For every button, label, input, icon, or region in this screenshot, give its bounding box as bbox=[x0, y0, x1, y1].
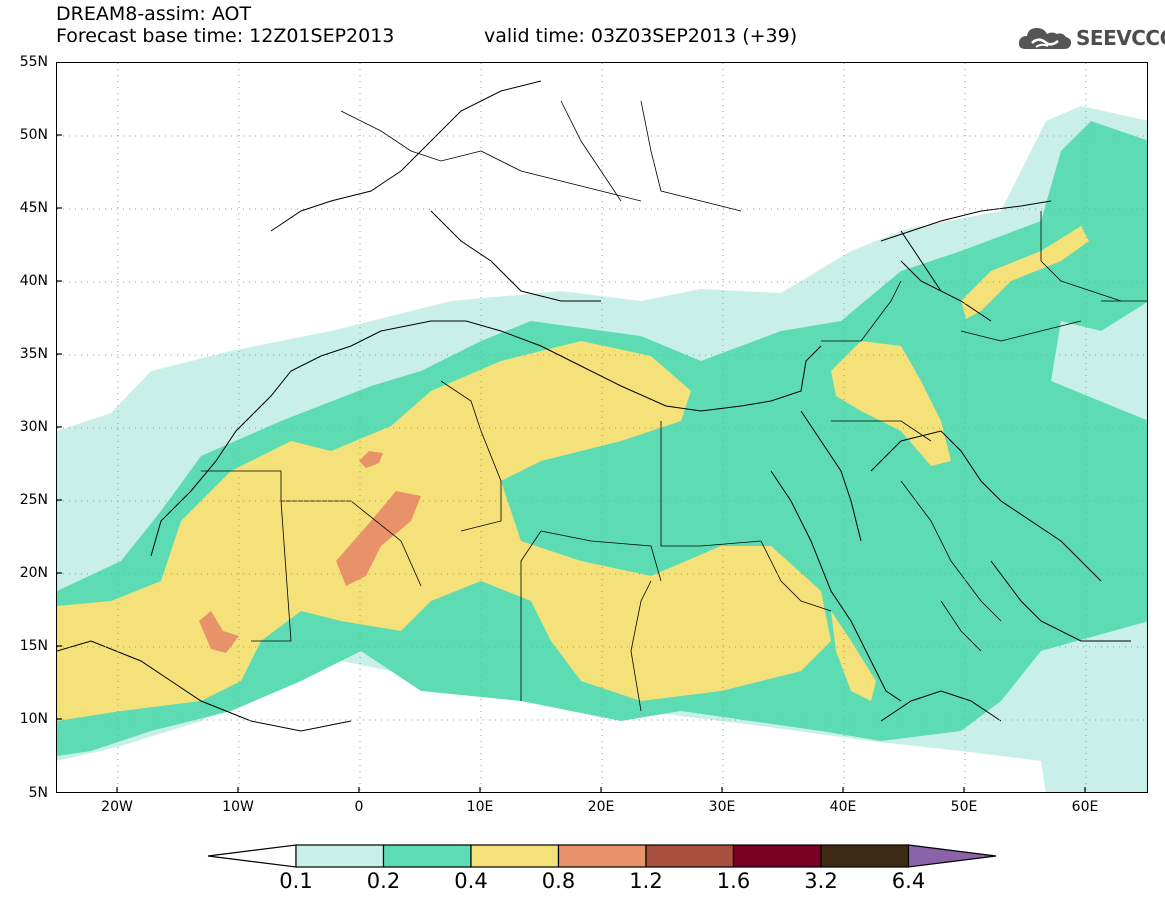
lat-label-35n: 35N bbox=[19, 346, 48, 362]
colorbar-label-0.4: 0.4 bbox=[454, 869, 488, 893]
aot-band-0.4-redsea bbox=[831, 611, 876, 701]
lon-label-20e: 20E bbox=[587, 799, 615, 815]
colorbar-swatch-1.2 bbox=[645, 844, 735, 868]
aot-band-0.4 bbox=[57, 341, 831, 721]
colorbar-swatch-0.2 bbox=[382, 844, 472, 868]
colorbar-swatch-3.2 bbox=[820, 844, 910, 868]
lon-label-0: 0 bbox=[354, 799, 364, 815]
colorbar-label-0.2: 0.2 bbox=[366, 869, 401, 893]
aot-band-0.8-small bbox=[359, 451, 383, 468]
colorbar-label-0.8: 0.8 bbox=[541, 869, 576, 893]
lat-label-15n: 15N bbox=[19, 638, 48, 654]
aot-map bbox=[56, 62, 1148, 793]
lon-label-10e: 10E bbox=[466, 799, 494, 815]
seevccc-logo: SEEVCCC bbox=[1018, 23, 1165, 53]
lon-label-50e: 50E bbox=[950, 799, 978, 815]
cloud-logo-icon bbox=[1018, 28, 1072, 49]
lat-label-40n: 40N bbox=[19, 273, 48, 289]
colorbar-swatch-0.4 bbox=[470, 844, 560, 868]
colorbar-swatch-1.6 bbox=[732, 844, 822, 868]
colorbar-label-3.2: 3.2 bbox=[804, 869, 838, 893]
colorbar-label-0.1: 0.1 bbox=[279, 869, 313, 893]
lat-label-25n: 25N bbox=[19, 492, 48, 508]
lon-label-30e: 30E bbox=[708, 799, 736, 815]
aot-band-0.8-sahara bbox=[336, 491, 421, 586]
colorbar-swatch-0.8 bbox=[557, 844, 647, 868]
lat-label-45n: 45N bbox=[19, 200, 48, 216]
aot-band-0.8-westafrica bbox=[199, 611, 239, 653]
lat-label-30n: 30N bbox=[19, 419, 48, 435]
colorbar-label-1.6: 1.6 bbox=[716, 869, 751, 893]
logo-text: SEEVCCC bbox=[1076, 26, 1165, 50]
colorbar-label-1.2: 1.2 bbox=[629, 869, 663, 893]
map-title: DREAM8-assim: AOT bbox=[56, 3, 252, 25]
aot-band-0.4-caspian bbox=[961, 226, 1089, 319]
forecast-base-time: Forecast base time: 12Z01SEP2013 bbox=[56, 25, 395, 47]
colorbar-label-6.4: 6.4 bbox=[891, 869, 926, 893]
lat-label-50n: 50N bbox=[19, 127, 48, 143]
aot-field-layer bbox=[57, 63, 1147, 792]
colorbar-swatch-0.1 bbox=[295, 844, 385, 868]
lon-label-40e: 40E bbox=[829, 799, 857, 815]
lat-label-10n: 10N bbox=[19, 711, 48, 727]
valid-time: valid time: 03Z03SEP2013 (+39) bbox=[484, 25, 798, 47]
colorbar-right-arrow bbox=[907, 844, 997, 868]
graticule bbox=[57, 63, 1147, 792]
colorbar-left-arrow bbox=[207, 844, 297, 868]
coastlines bbox=[57, 80, 1131, 732]
lat-label-5n: 5N bbox=[28, 785, 48, 801]
lon-label-10w: 10W bbox=[222, 799, 254, 815]
lat-label-20n: 20N bbox=[19, 565, 48, 581]
lon-label-60e: 60E bbox=[1071, 799, 1099, 815]
lat-label-55n: 55N bbox=[19, 54, 48, 70]
lon-label-20w: 20W bbox=[101, 799, 133, 815]
